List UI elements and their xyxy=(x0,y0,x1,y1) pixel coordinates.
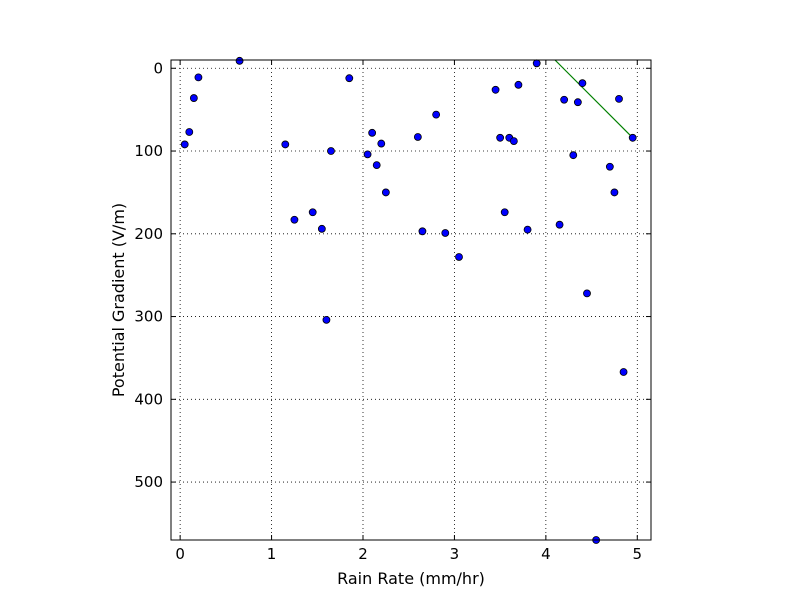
data-point xyxy=(514,80,523,89)
data-point xyxy=(281,140,290,149)
data-point xyxy=(523,225,532,234)
y-axis-label: Potential Gradient (V/m) xyxy=(109,203,128,397)
data-point xyxy=(628,133,637,142)
data-point xyxy=(372,161,381,170)
data-point xyxy=(491,85,500,94)
data-point xyxy=(605,162,614,171)
y-tick-label: 100 xyxy=(134,142,163,160)
data-point xyxy=(573,98,582,107)
x-tick-label: 3 xyxy=(450,545,460,563)
x-axis-label: Rain Rate (mm/hr) xyxy=(337,569,485,588)
data-point xyxy=(235,56,244,65)
trend-line-layer xyxy=(554,59,634,139)
trend-line xyxy=(554,59,634,139)
x-tick-label: 0 xyxy=(175,545,185,563)
data-point xyxy=(560,95,569,104)
data-point xyxy=(455,253,463,261)
data-point xyxy=(615,94,623,103)
data-point xyxy=(368,128,377,137)
data-point xyxy=(532,59,541,68)
data-point xyxy=(189,94,198,102)
data-point xyxy=(363,150,372,159)
data-points xyxy=(180,56,637,544)
data-point xyxy=(432,110,441,119)
data-point xyxy=(555,220,564,229)
data-point xyxy=(583,289,591,298)
grid xyxy=(171,60,651,540)
data-point xyxy=(381,188,390,197)
data-point xyxy=(500,208,509,217)
y-tick-label: 400 xyxy=(134,390,163,408)
x-tick-label: 2 xyxy=(358,545,368,563)
data-point xyxy=(317,224,326,233)
data-point xyxy=(569,151,578,160)
data-point xyxy=(496,133,505,142)
y-tick-label: 300 xyxy=(134,308,163,326)
data-point xyxy=(413,133,422,141)
data-point xyxy=(345,74,354,83)
data-point xyxy=(322,315,331,324)
data-point xyxy=(509,137,518,146)
data-point xyxy=(185,128,194,136)
data-point xyxy=(418,227,427,236)
x-tick-label: 5 xyxy=(633,545,643,563)
data-point xyxy=(441,229,450,237)
y-tick-label: 0 xyxy=(153,59,163,77)
y-tick-label: 200 xyxy=(134,225,163,243)
data-point xyxy=(194,73,203,82)
x-tick-label: 1 xyxy=(267,545,277,563)
data-point xyxy=(578,79,587,88)
data-point xyxy=(619,368,628,376)
plot-frame xyxy=(170,59,652,541)
data-point xyxy=(308,208,317,217)
data-point xyxy=(377,139,386,148)
data-point xyxy=(290,215,299,224)
x-tick-label: 4 xyxy=(541,545,551,563)
data-point xyxy=(180,140,189,149)
data-point xyxy=(610,188,619,197)
data-point xyxy=(327,147,335,155)
axis-ticks: 0 1 2 3 4 5 0 100 200 300 400 500 xyxy=(134,59,651,563)
y-tick-label: 500 xyxy=(134,473,163,491)
